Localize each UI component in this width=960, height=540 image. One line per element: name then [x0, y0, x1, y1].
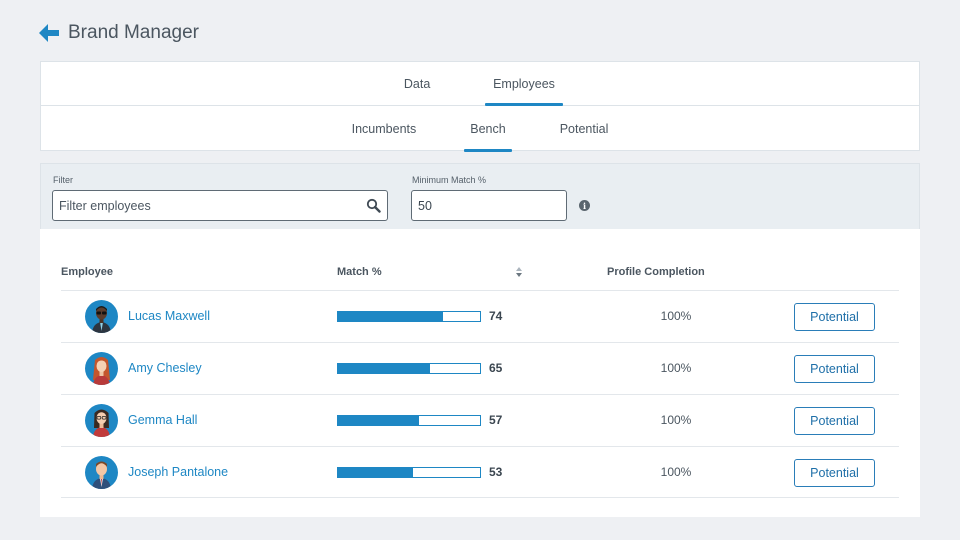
match-value: 57 [489, 413, 503, 427]
tab-incumbents[interactable]: Incumbents [352, 107, 417, 151]
tab-bench[interactable]: Bench [464, 107, 513, 152]
employee-name-link[interactable]: Amy Chesley [128, 361, 202, 375]
avatar [85, 352, 118, 385]
match-value: 74 [489, 309, 503, 323]
filter-label: Filter [53, 175, 73, 185]
table-row: Lucas Maxwell 74 100% Potential [61, 290, 899, 342]
filter-field[interactable] [52, 190, 388, 221]
match-bar [337, 311, 481, 322]
match-value: 65 [489, 361, 503, 375]
page-header: Brand Manager [38, 20, 199, 46]
tab-label: Potential [559, 122, 609, 136]
table-row: Gemma Hall 57 100% Potential [61, 394, 899, 446]
min-match-label: Minimum Match % [412, 175, 487, 185]
min-match-field[interactable] [411, 190, 567, 221]
match-bar-fill [338, 364, 431, 373]
filter-panel: Filter Minimum Match % i [40, 163, 920, 229]
tab-data[interactable]: Data [397, 62, 437, 105]
match-bar-fill [338, 468, 414, 477]
employee-name-link[interactable]: Joseph Pantalone [128, 465, 229, 479]
tab-label: Employees [493, 76, 555, 91]
employee-table: Employee Match % Profile Completion Luca… [40, 229, 920, 517]
tab-employees[interactable]: Employees [485, 62, 563, 106]
sort-icon[interactable] [515, 266, 523, 278]
potential-button[interactable]: Potential [794, 303, 875, 331]
tab-potential[interactable]: Potential [560, 107, 609, 151]
employee-name-link[interactable]: Gemma Hall [128, 413, 198, 427]
match-value: 53 [489, 465, 503, 479]
secondary-tab-bar: Incumbents Bench Potential [41, 107, 919, 152]
profile-completion: 100% [660, 361, 692, 375]
match-bar-fill [338, 416, 419, 425]
employee-name-link[interactable]: Lucas Maxwell [128, 309, 210, 323]
profile-completion: 100% [660, 309, 692, 323]
profile-completion: 100% [660, 465, 692, 479]
column-header-employee: Employee [61, 266, 113, 278]
match-bar-fill [338, 312, 444, 321]
min-match-input[interactable] [418, 198, 560, 213]
tab-label: Data [403, 76, 431, 91]
match-bar [337, 363, 481, 374]
avatar [85, 300, 118, 333]
column-header-profile-completion: Profile Completion [607, 266, 705, 278]
profile-completion: 100% [660, 413, 692, 427]
primary-tab-bar: Data Employees [41, 62, 919, 106]
page-title: Brand Manager [68, 22, 199, 43]
potential-button[interactable]: Potential [794, 355, 875, 383]
tab-label: Bench [470, 122, 506, 136]
tabs-panel: Data Employees Incumbents Bench Potentia… [40, 61, 920, 152]
match-bar [337, 467, 481, 478]
match-bar [337, 415, 481, 426]
table-row: Joseph Pantalone 53 100% Potential [61, 446, 899, 498]
search-icon[interactable] [366, 198, 381, 213]
avatar [85, 456, 118, 489]
info-icon[interactable]: i [579, 200, 590, 211]
tab-label: Incumbents [351, 122, 417, 136]
potential-button[interactable]: Potential [794, 407, 875, 435]
table-row: Amy Chesley 65 100% Potential [61, 342, 899, 394]
arrow-left-icon[interactable] [38, 22, 60, 44]
column-header-match[interactable]: Match % [337, 266, 382, 278]
filter-input[interactable] [59, 198, 366, 213]
potential-button[interactable]: Potential [794, 459, 875, 487]
avatar [85, 404, 118, 437]
